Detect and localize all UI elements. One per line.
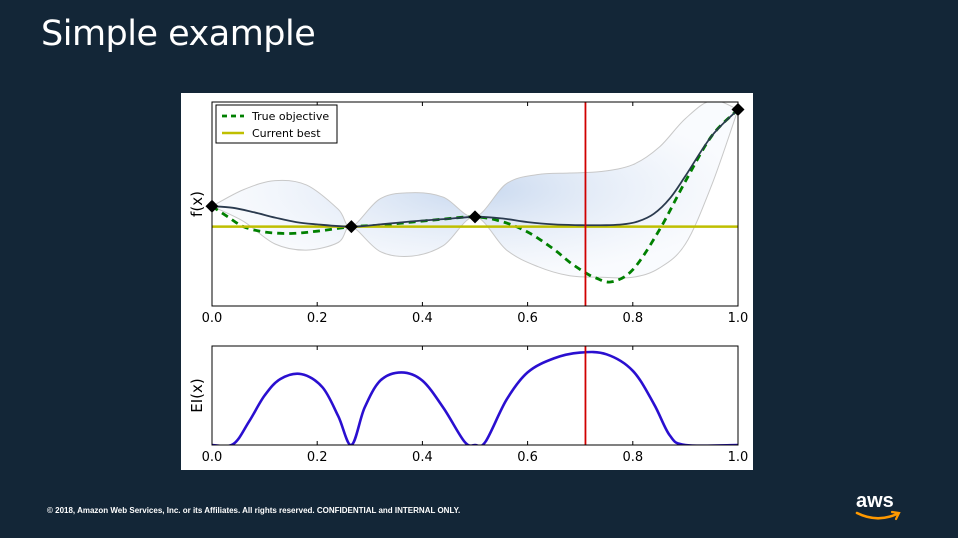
objective-x-tick-label: 0.2 bbox=[307, 311, 328, 326]
aws-logo: aws bbox=[856, 490, 894, 512]
ei-x-tick-label: 0.6 bbox=[517, 450, 538, 465]
legend: True objective Current best bbox=[215, 104, 338, 144]
slide-title: Simple example bbox=[41, 14, 316, 54]
observation-point bbox=[344, 220, 358, 234]
objective-plot-frame bbox=[211, 101, 739, 307]
charts-svg: 0.0 0.2 0.4 0.6 0.8 1.0 f(x) True objective Curr… bbox=[188, 101, 749, 465]
objective-x-tick-label: 1.0 bbox=[728, 311, 749, 326]
ei-x-tick-label: 0.4 bbox=[412, 450, 433, 465]
ei-x-tick-label: 1.0 bbox=[728, 450, 749, 465]
ei-x-tick-label: 0.2 bbox=[307, 450, 328, 465]
ei-x-tick-label: 0.8 bbox=[622, 450, 643, 465]
objective-x-tick-label: 0.6 bbox=[517, 311, 538, 326]
legend-box bbox=[215, 104, 338, 144]
objective-x-tick-label: 0.4 bbox=[412, 311, 433, 326]
ei-plot-frame bbox=[211, 345, 739, 446]
ei-x-tick-label: 0.0 bbox=[202, 450, 223, 465]
copyright-notice: © 2018, Amazon Web Services, Inc. or its… bbox=[47, 506, 461, 515]
observation-point bbox=[468, 210, 482, 224]
legend-label-true-objective: True objective bbox=[251, 110, 329, 123]
objective-x-tick-label: 0.8 bbox=[622, 311, 643, 326]
expected-improvement-chart: 0.0 0.2 0.4 0.6 0.8 1.0 EI(x) bbox=[188, 345, 749, 465]
ei-y-axis-label: EI(x) bbox=[188, 378, 206, 412]
aws-smile-icon bbox=[855, 510, 901, 521]
objective-x-tick-label: 0.0 bbox=[202, 311, 223, 326]
ei-curve bbox=[212, 350, 738, 445]
objective-chart: 0.0 0.2 0.4 0.6 0.8 1.0 f(x) True objective Curr… bbox=[188, 101, 749, 326]
figure-panel: 0.0 0.2 0.4 0.6 0.8 1.0 f(x) True objective Curr… bbox=[181, 93, 753, 470]
legend-label-current-best: Current best bbox=[252, 127, 321, 140]
objective-y-axis-label: f(x) bbox=[188, 191, 206, 217]
confidence-band bbox=[212, 102, 738, 279]
ei-plot-area bbox=[212, 350, 738, 445]
posterior-mean-line bbox=[212, 108, 738, 228]
true-objective-line bbox=[212, 108, 738, 284]
